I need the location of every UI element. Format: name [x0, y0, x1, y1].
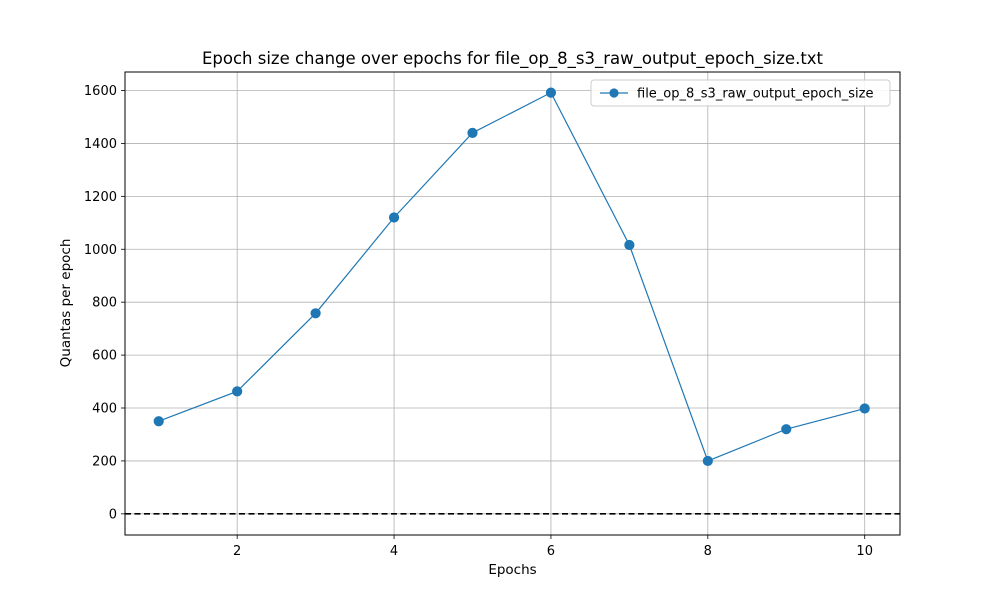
x-tick-label: 6 [547, 544, 555, 559]
y-tick-label: 200 [92, 454, 117, 469]
y-tick-label: 0 [109, 507, 117, 522]
y-axis-label: Quantas per epoch [58, 239, 74, 368]
data-point [467, 127, 478, 138]
plot-area-border [124, 71, 901, 536]
grid [125, 72, 900, 535]
y-tick-label: 1600 [84, 84, 117, 99]
data-point [388, 212, 400, 223]
data-point [859, 403, 870, 414]
y-tick-label: 1000 [84, 243, 117, 258]
x-tick-label: 4 [390, 544, 398, 559]
series-layer [153, 87, 870, 467]
y-tick-label: 600 [92, 349, 117, 364]
x-tick-label: 10 [856, 544, 873, 559]
series-line [158, 91, 865, 462]
tick-labels: 2 4 6 8 10 0 200 400 600 800 1000 1200 1400 1600 [84, 84, 873, 559]
data-point [624, 239, 635, 251]
data-point [232, 386, 243, 397]
chart-title: Epoch size change over epochs for file_o… [202, 49, 824, 69]
x-tick-label: 2 [233, 544, 241, 559]
legend: file_op_8_s3_raw_output_epoch_size [590, 79, 891, 107]
data-point [545, 87, 557, 98]
y-tick-label: 400 [92, 402, 117, 417]
legend-marker-swatch [609, 88, 619, 98]
x-tick-label: 8 [704, 544, 712, 559]
data-point [153, 416, 164, 427]
data-point [310, 308, 321, 319]
data-point [702, 455, 713, 467]
data-point [781, 424, 792, 435]
x-axis-label: Epochs [488, 562, 536, 578]
legend-box [590, 79, 891, 107]
legend-label: file_op_8_s3_raw_output_epoch_size [637, 87, 873, 102]
axes-frame [124, 71, 901, 536]
y-tick-label: 800 [92, 296, 117, 311]
y-tick-label: 1400 [84, 137, 117, 152]
y-tick-label: 1200 [84, 190, 117, 205]
